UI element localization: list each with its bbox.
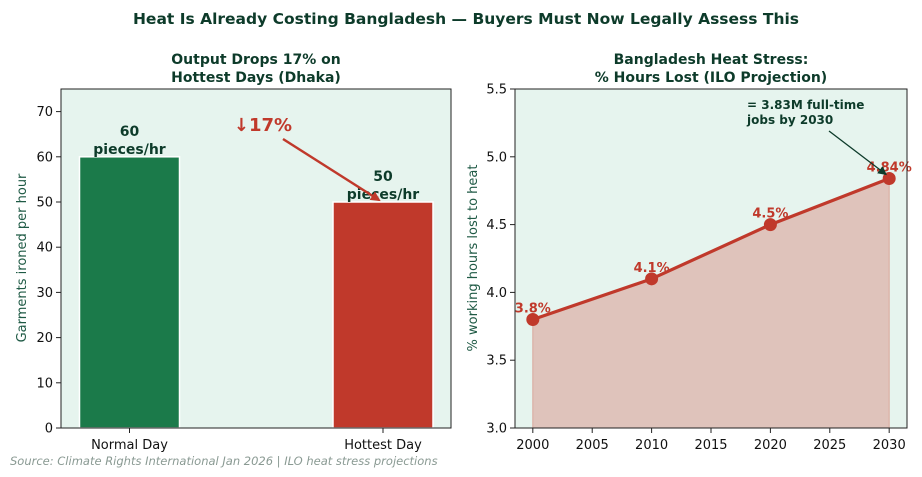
jobs-annotation-arrow (828, 130, 887, 176)
y-tick-label: 5.5 (486, 83, 507, 98)
bar-value-label-2: 50 (373, 169, 393, 185)
x-tick-label: Normal Day (91, 438, 168, 453)
y-tick-label: 20 (36, 331, 53, 346)
y-tick-label: 30 (36, 286, 53, 301)
bar-unit-label-1: pieces/hr (93, 142, 166, 158)
drop-annotation-arrow (282, 137, 381, 202)
x-tick-label: 2005 (576, 438, 609, 453)
y-tick-label: 5.0 (486, 150, 507, 165)
bar-value-label-1: 60 (120, 124, 140, 140)
data-point-2010 (645, 272, 659, 286)
x-tick-label: Hottest Day (344, 438, 422, 453)
data-point-label-2020: 4.5% (752, 207, 788, 222)
y-tick-label: 10 (36, 376, 53, 391)
line-chart-y-axis-label: % working hours lost to heat (466, 165, 481, 352)
bar-chart-frame (60, 88, 452, 429)
data-point-2020 (763, 218, 777, 232)
bar-chart-title-line-2: Hottest Days (Dhaka) (171, 70, 341, 86)
line-chart-series-line (532, 177, 890, 322)
x-tick-label: 2015 (694, 438, 727, 453)
jobs-annotation-line-1: = 3.83M full-time (747, 98, 864, 112)
jobs-annotation-line-2: jobs by 2030 (746, 113, 833, 127)
y-tick-label: 40 (36, 241, 53, 256)
drop-annotation-label: ↓17% (234, 115, 292, 136)
x-tick-label: 2000 (516, 438, 549, 453)
source-note: Source: Climate Rights International Jan… (10, 454, 438, 468)
x-tick-label: 2025 (813, 438, 846, 453)
y-tick-label: 0 (45, 422, 53, 437)
line-chart-frame (514, 88, 908, 429)
data-point-2000 (526, 313, 540, 327)
line-chart-panel: Bangladesh Heat Stress: % Hours Lost (IL… (466, 52, 912, 453)
x-tick-label: 2030 (873, 438, 906, 453)
figure-title: Heat Is Already Costing Bangladesh — Buy… (133, 10, 799, 28)
bar-1 (78, 156, 181, 429)
y-tick-label: 70 (36, 105, 53, 120)
y-tick-label: 3.0 (486, 422, 507, 437)
data-point-label-2010: 4.1% (634, 261, 670, 276)
y-tick-label: 4.5 (486, 218, 507, 233)
data-point-label-2000: 3.8% (515, 302, 551, 317)
y-tick-label: 60 (36, 150, 53, 165)
data-point-label-2030: 4.84% (867, 160, 912, 175)
bar-chart-y-axis-label: Garments ironed per hour (15, 173, 30, 342)
y-tick-label: 3.5 (486, 354, 507, 369)
bar-2 (332, 201, 434, 429)
line-chart-title-line-1: Bangladesh Heat Stress: (614, 52, 809, 68)
x-tick-label: 2020 (754, 438, 787, 453)
bar-chart-panel: Output Drops 17% on Hottest Days (Dhaka)… (15, 52, 452, 453)
y-tick-label: 4.0 (486, 286, 507, 301)
x-tick-label: 2010 (635, 438, 668, 453)
line-chart-title-line-2: % Hours Lost (ILO Projection) (595, 70, 827, 86)
bar-chart-title-line-1: Output Drops 17% on (171, 52, 340, 68)
bar-unit-label-2: pieces/hr (347, 187, 420, 203)
data-point-2030 (882, 171, 896, 185)
y-tick-label: 50 (36, 196, 53, 211)
